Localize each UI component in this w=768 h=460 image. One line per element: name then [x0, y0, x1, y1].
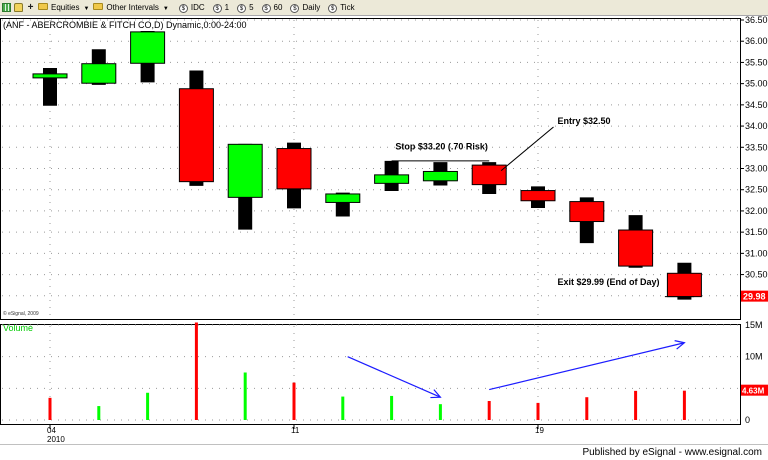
- price-tick-label: 33.00: [745, 164, 768, 174]
- price-tick-label: 31.00: [745, 248, 768, 258]
- x-tick-label: 11: [291, 426, 300, 435]
- chevron-down-icon[interactable]: ▼: [162, 5, 169, 12]
- volume-tick-label: 10M: [745, 352, 763, 362]
- price-tick-label: 30.50: [745, 270, 768, 280]
- toolbar-item-5[interactable]: 5: [249, 2, 254, 12]
- chart-title: (ANF - ABERCROMBIE & FITCH CO,D) Dynamic…: [3, 20, 247, 30]
- dollar-icon: $: [178, 3, 188, 13]
- candle-body: [276, 148, 312, 190]
- folder-icon: [38, 2, 48, 10]
- x-tick-label: 04: [47, 426, 56, 435]
- trend-arrow-head: [674, 340, 686, 350]
- price-tick-label: 35.50: [745, 57, 768, 67]
- volume-tick-label: 15M: [745, 320, 763, 330]
- x-tick-sublabel: 2010: [47, 435, 65, 444]
- price-tick-label: 34.50: [745, 100, 768, 110]
- x-tick-label: 19: [535, 426, 544, 435]
- last-price-badge: [741, 290, 768, 302]
- lock-icon[interactable]: [14, 3, 23, 12]
- toolbar-item-idc[interactable]: IDC: [190, 2, 205, 12]
- price-tick-label: 35.00: [745, 79, 768, 89]
- candle-body: [666, 272, 702, 298]
- candle-body: [471, 164, 507, 186]
- toolbar-item-1[interactable]: 1: [224, 2, 230, 12]
- volume-tick-label: 0: [745, 415, 750, 425]
- last-volume-badge: [741, 384, 768, 396]
- price-tick-label: 31.50: [745, 227, 768, 237]
- candle-body: [178, 88, 214, 183]
- toolbar: + Equities ▼ Other Intervals ▼ $ IDC $1 $5 $60 $ D…: [0, 0, 768, 16]
- candlestick-chart: 36.50 36.00 35.50 35.00 34.50 34.00 33.50 33.00…: [0, 16, 768, 444]
- candle-body: [81, 63, 117, 84]
- watermark: © eSignal, 2009: [3, 310, 39, 317]
- candle-body: [422, 170, 458, 182]
- volume-panel: [0, 324, 741, 425]
- dollar-icon: $: [212, 3, 222, 13]
- candle-body: [618, 229, 654, 267]
- dollar-icon: $: [290, 3, 300, 13]
- price-tick-label: 36.00: [745, 36, 768, 46]
- trend-arrow-head: [430, 389, 442, 399]
- grid-icon[interactable]: [2, 3, 11, 12]
- candle-body: [130, 31, 166, 64]
- last-price-label: 29.98: [743, 292, 766, 302]
- toolbar-item-other-intervals[interactable]: Other Intervals: [106, 2, 159, 12]
- toolbar-item-daily[interactable]: Daily: [302, 2, 321, 12]
- footer: Published by eSignal - www.esignal.com: [0, 444, 768, 460]
- candle-body: [227, 143, 263, 198]
- price-tick-label: 32.00: [745, 206, 768, 216]
- price-tick-label: 32.50: [745, 185, 768, 195]
- chevron-down-icon[interactable]: ▼: [83, 5, 90, 12]
- dollar-icon: $: [261, 3, 271, 13]
- trend-arrow-line: [347, 356, 441, 398]
- volume-label: Volume: [3, 323, 33, 333]
- last-volume-label: 4.63M: [742, 387, 765, 396]
- dollar-icon: $: [237, 3, 247, 13]
- price-tick-label: 33.50: [745, 142, 768, 152]
- dollar-icon: $: [328, 3, 338, 13]
- annotation-label: Entry $32.50: [558, 116, 611, 126]
- plus-icon[interactable]: +: [27, 2, 34, 13]
- folder-icon: [93, 2, 104, 10]
- price-panel: [0, 18, 741, 320]
- price-tick-label: 34.00: [745, 121, 768, 131]
- toolbar-item-tick[interactable]: Tick: [340, 2, 355, 12]
- trend-arrow-line: [489, 342, 685, 391]
- toolbar-items: Equities ▼ Other Intervals ▼ $ IDC $1 $5 $60 $ Dai…: [38, 2, 357, 13]
- annotation-label: Exit $29.99 (End of Day): [558, 277, 660, 287]
- footer-text: Published by eSignal - www.esignal.com: [582, 447, 762, 458]
- candle-body: [32, 73, 68, 79]
- toolbar-item-60[interactable]: 60: [273, 2, 283, 12]
- candle-body: [569, 201, 605, 223]
- annotation-pointer: [500, 126, 554, 172]
- candle-body: [374, 174, 410, 184]
- price-tick-label: 36.50: [745, 16, 768, 25]
- toolbar-item-equities[interactable]: Equities: [51, 2, 80, 12]
- candle-body: [520, 190, 556, 202]
- annotation-label: Stop $33.20 (.70 Risk): [395, 141, 488, 151]
- candle-body: [325, 193, 361, 203]
